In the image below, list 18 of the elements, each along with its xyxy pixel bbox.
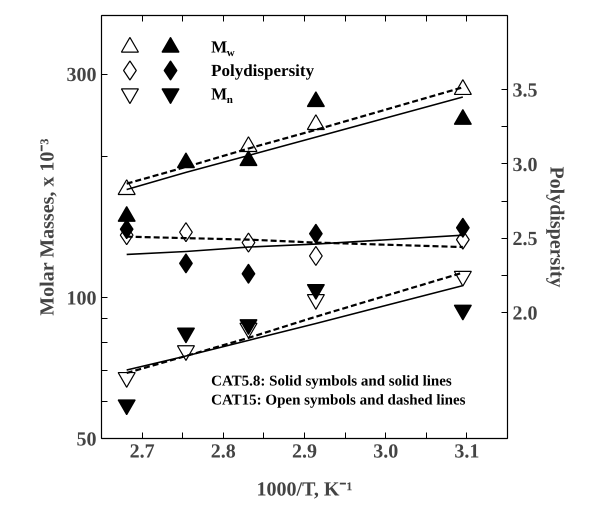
x-tick-label: 3.1: [454, 440, 480, 462]
x-tick-label: 2.8: [210, 440, 236, 462]
x-tick-label: 3.0: [373, 440, 398, 462]
annotation: CAT5.8: Solid symbols and solid lines: [211, 373, 452, 390]
y-tick-label: 50: [76, 428, 96, 450]
y2-tick-label: 2.5: [512, 228, 538, 250]
y2-tick-label: 3.5: [512, 80, 538, 102]
legend-label: Polydispersity: [211, 60, 315, 80]
y2-tick-label: 2.0: [512, 302, 538, 324]
y2-axis-title: Polydispersity: [546, 166, 568, 288]
y-tick-label: 300: [66, 64, 96, 86]
x-tick-label: 2.7: [130, 440, 155, 462]
y-tick-label: 100: [66, 288, 96, 310]
x-tick-label: 2.9: [292, 440, 317, 462]
x-axis-title: 1000/T, K⁻¹: [256, 478, 352, 500]
annotation: CAT15: Open symbols and dashed lines: [211, 392, 466, 408]
y2-tick-label: 3.0: [512, 154, 538, 176]
y-axis-title: Molar Masses, x 10⁻³: [36, 138, 58, 316]
